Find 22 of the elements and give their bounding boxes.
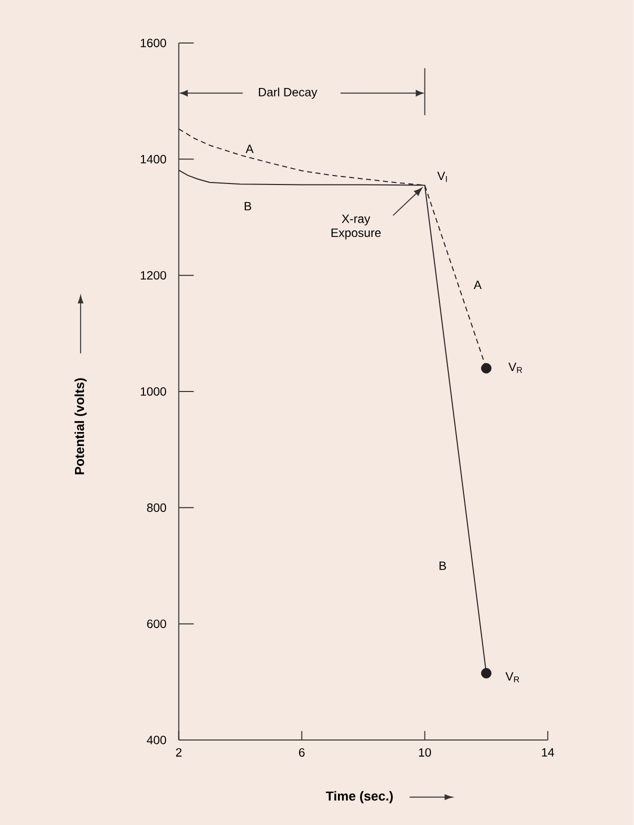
y-tick-label: 800: [147, 503, 166, 512]
x-tick-label: 10: [419, 748, 432, 757]
annotation: B: [244, 202, 252, 210]
y-axis-title: Potential (volts): [74, 378, 87, 474]
x-tick-label: 14: [542, 748, 554, 756]
annotation: Darl Decay: [259, 88, 318, 99]
y-tick-label: 400: [146, 736, 166, 744]
y-tick-label: 1400: [140, 154, 166, 164]
annotation: B: [440, 562, 446, 570]
x-axis-title: Time (sec.): [326, 791, 393, 804]
x-tick-label: 2: [176, 748, 182, 757]
y-tick-label: 1200: [140, 271, 166, 280]
annotation: A: [246, 144, 254, 154]
x-tick-label: 6: [299, 748, 305, 757]
annotation: V$_{R}$: [506, 672, 520, 682]
y-tick-label: 600: [147, 620, 166, 628]
annotation: V$_{R}$: [508, 362, 522, 373]
y-tick-label: 1600: [140, 38, 166, 48]
annotation: X-ray Exposure: [332, 214, 381, 240]
annotation: V$_{I}$: [437, 172, 447, 182]
annotation: A: [474, 280, 482, 289]
y-tick-label: 1000: [140, 387, 166, 396]
